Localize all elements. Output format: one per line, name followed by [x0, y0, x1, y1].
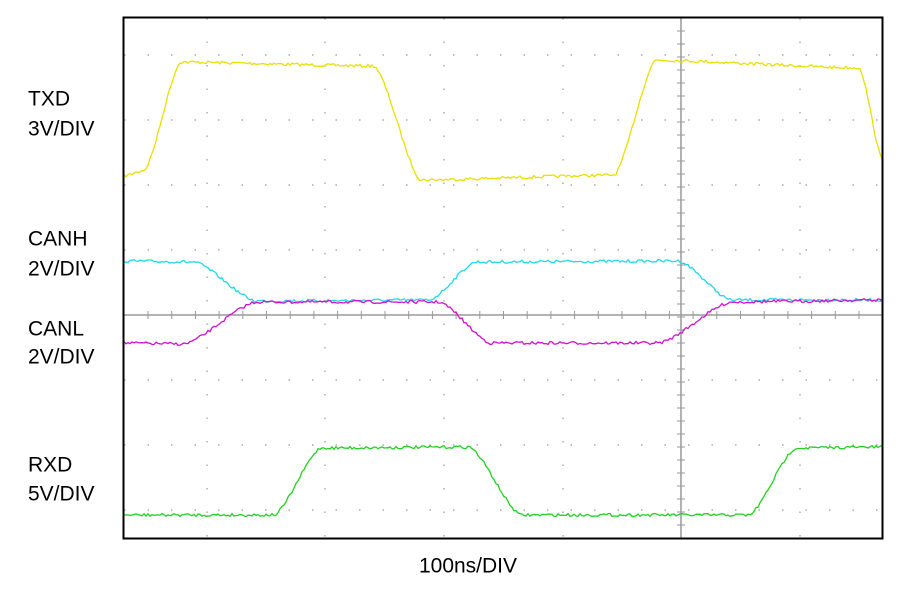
- waveform: [123, 298, 883, 346]
- grid: [124, 18, 882, 538]
- plot-frame: [122, 16, 884, 540]
- traces: [123, 58, 883, 518]
- waveform: [123, 58, 883, 182]
- channel-name: RXD: [28, 454, 72, 477]
- waveform: [123, 444, 883, 518]
- channel-scale: 5V/DIV: [28, 483, 95, 506]
- channel-name: CANL: [28, 318, 84, 341]
- channel-name: TXD: [28, 88, 70, 111]
- channel-name: CANH: [28, 228, 88, 251]
- channel-scale: 3V/DIV: [28, 118, 95, 141]
- channel-scale: 2V/DIV: [28, 258, 95, 281]
- channel-scale: 2V/DIV: [28, 346, 95, 369]
- timebase: 100ns/DIV: [419, 555, 517, 578]
